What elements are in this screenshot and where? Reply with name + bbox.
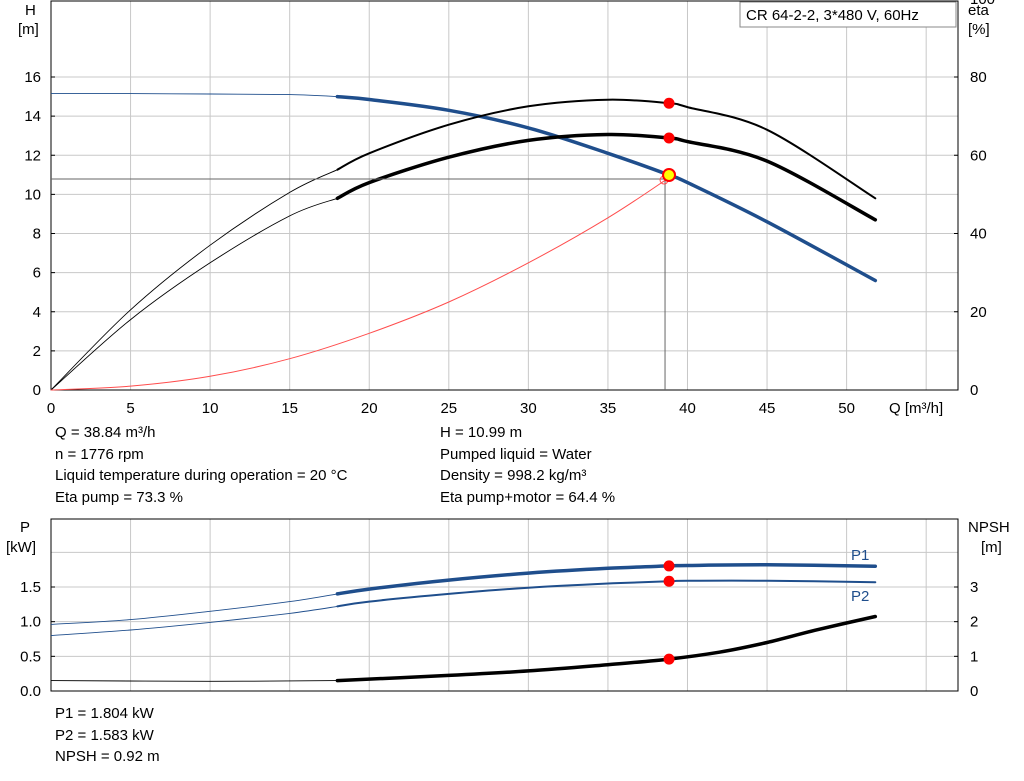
eta-pump-motor-curve-extension	[50, 197, 338, 391]
y-right-tick-label: 1	[970, 648, 978, 665]
p2-readout: P2 = 1.583 kW	[55, 726, 154, 744]
p-axis-label: P	[20, 519, 30, 536]
eta-axis-unit: [%]	[968, 21, 990, 38]
temperature-readout: Liquid temperature during operation = 20…	[55, 467, 348, 484]
liquid-readout: Pumped liquid = Water	[440, 445, 592, 463]
x-tick-label: 15	[281, 400, 298, 417]
top-chart: 0 2 4 6 8 10 12 14 16 0 20 40 60 80 100 0 5 10 15 20 25 30 35 4…	[18, 0, 995, 417]
readout-bottom: P1 = 1.804 kW P2 = 1.583 kW NPSH = 0.92 …	[55, 703, 160, 768]
operating-point	[663, 132, 675, 144]
operating-point	[663, 575, 675, 587]
eta-pump-motor-readout: Eta pump+motor = 64.4 %	[440, 488, 616, 506]
eta-pump-readout: Eta pump = 73.3 %	[55, 488, 183, 506]
p1-curve	[335, 563, 878, 596]
x-tick-label: 50	[838, 400, 855, 417]
top-axis-ticks: 0 2 4 6 8 10 12 14 16 0 20 40 60 80 100 0 5 10 15 20 25 30 35 4…	[24, 0, 995, 417]
speed-readout: n = 1776 rpm	[55, 445, 144, 463]
density-readout: Density = 998.2 kg/m³	[440, 467, 587, 484]
x-tick-label: 40	[679, 400, 696, 417]
top-grid	[51, 1, 958, 390]
y-right-tick-label: 0	[970, 683, 978, 700]
y-left-tick-label: 1.0	[20, 614, 41, 631]
y-left-tick-label: 1.5	[20, 579, 41, 596]
q-axis-label: Q [m³/h]	[889, 400, 943, 417]
npsh-curve	[335, 614, 878, 683]
y-left-tick-label: 0.5	[20, 648, 41, 665]
npsh-curve-extension	[50, 680, 338, 682]
flow-readout: Q = 38.84 m³/h	[55, 424, 156, 441]
y-right-tick-label: 80	[970, 69, 987, 86]
y-left-tick-label: 14	[24, 108, 41, 125]
legend-text: CR 64-2-2, 3*480 V, 60Hz	[746, 7, 919, 24]
y-left-tick-label: 12	[24, 147, 41, 164]
readout-top-left: Q = 38.84 m³/h n = 1776 rpm Liquid tempe…	[55, 422, 347, 508]
eta-pump-curve-extension	[50, 169, 338, 391]
y-left-tick-label: 6	[33, 265, 41, 282]
h-axis-unit: [m]	[18, 21, 39, 38]
h-curve-extension	[51, 93, 338, 98]
y-left-tick-label: 16	[24, 69, 41, 86]
p1-curve-extension	[50, 593, 338, 625]
operating-point	[663, 560, 675, 572]
x-tick-label: 0	[47, 400, 55, 417]
npsh-readout: NPSH = 0.92 m	[55, 748, 160, 765]
top-operating-points	[659, 97, 677, 185]
y-left-tick-label: 0.0	[20, 683, 41, 700]
h-curve	[335, 94, 878, 283]
x-tick-label: 20	[361, 400, 378, 417]
y-right-tick-label: 20	[970, 304, 987, 321]
npsh-axis-unit: [m]	[981, 539, 1002, 556]
y-left-tick-label: 0	[33, 382, 41, 399]
p1-curve-label: P1	[851, 547, 869, 564]
y-left-tick-label: 10	[24, 186, 41, 203]
x-tick-label: 5	[126, 400, 134, 417]
top-curves	[50, 93, 878, 391]
duty-point	[662, 168, 677, 183]
y-left-tick-label: 4	[33, 304, 41, 321]
eta-pump-motor-curve	[335, 132, 878, 222]
y-right-tick-label: 2	[970, 614, 978, 631]
system-curve-curve	[50, 177, 670, 391]
x-tick-label: 10	[202, 400, 219, 417]
operating-point	[663, 97, 675, 109]
x-tick-label: 25	[440, 400, 457, 417]
p-axis-unit: [kW]	[6, 539, 36, 556]
x-tick-label: 35	[600, 400, 617, 417]
y-right-tick-label: 0	[970, 382, 978, 399]
bottom-grid	[51, 519, 958, 691]
y-left-tick-label: 2	[33, 343, 41, 360]
bottom-plot-frame	[50, 518, 959, 692]
x-tick-label: 30	[520, 400, 537, 417]
head-readout: H = 10.99 m	[440, 424, 523, 441]
p1-readout: P1 = 1.804 kW	[55, 705, 154, 722]
npsh-axis-label: NPSH	[968, 519, 1010, 536]
y-right-tick-label: 3	[970, 579, 978, 596]
x-tick-label: 45	[759, 400, 776, 417]
p2-curve-extension	[50, 605, 338, 636]
legend-box: CR 64-2-2, 3*480 V, 60Hz	[739, 1, 957, 28]
bottom-operating-points	[663, 560, 675, 665]
bottom-chart: 0.0 0.5 1.0 1.5 0 1 2 3 P [kW] NPSH [m] P1 P2	[6, 518, 1010, 700]
eta-pump-curve	[336, 98, 877, 200]
bottom-curves	[50, 563, 878, 683]
y-right-tick-label: 60	[970, 147, 987, 164]
y-right-tick-label: 40	[970, 226, 987, 243]
eta-axis-label: eta	[968, 2, 990, 19]
top-plot-frame	[50, 0, 959, 391]
operating-point	[663, 653, 675, 665]
h-axis-label: H	[25, 2, 36, 19]
y-left-tick-label: 8	[33, 226, 41, 243]
bottom-axis-ticks: 0.0 0.5 1.0 1.5 0 1 2 3	[20, 579, 978, 700]
readout-top-right: H = 10.99 m Pumped liquid = Water Densit…	[440, 422, 615, 508]
p2-curve-label: P2	[851, 588, 869, 605]
y-right-tick-label: 100	[970, 0, 995, 8]
p2-curve	[336, 579, 877, 608]
